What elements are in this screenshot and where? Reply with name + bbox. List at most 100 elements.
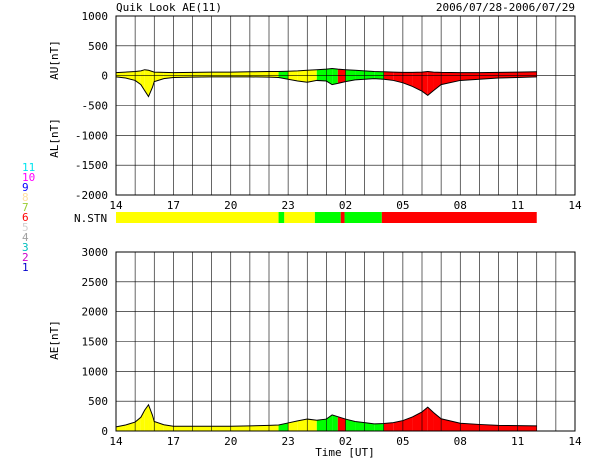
au-fill-segment (297, 70, 308, 76)
ae-fill-segment (173, 426, 193, 431)
au-fill-segment (249, 71, 269, 76)
x-tick-label: 08 (454, 435, 467, 448)
ae-fill-segment (412, 411, 422, 431)
ae-fill-segment (152, 414, 155, 431)
station-segment (116, 212, 279, 223)
ae-y-ticks: 3000 2500 2000 1500 1000 500 0 (82, 246, 109, 438)
au-al-fills (115, 68, 537, 98)
au-fill-segment (140, 69, 145, 76)
ae-trace (115, 403, 537, 428)
au-fill-segment (288, 70, 298, 76)
au-fill-segment (337, 69, 346, 76)
ae-fill-segment (460, 423, 480, 431)
x-tick-label: 14 (109, 435, 123, 448)
ae-axis-label: AE[nT] (48, 320, 61, 360)
al-fill-segment (332, 75, 338, 85)
au-fill-segment (173, 72, 193, 76)
au-fill-segment (154, 72, 164, 76)
y-tick-label: 1000 (82, 10, 109, 23)
figure-title: Quik Look AE(11) (116, 1, 222, 14)
au-fill-segment (402, 72, 413, 76)
x-tick-label: 05 (396, 199, 409, 212)
ae-fill-segment (307, 419, 317, 431)
station-label: N.STN (74, 212, 107, 225)
ae-fill-segment (326, 414, 333, 431)
ae-x-ticks: 14 17 20 23 02 05 08 11 14 (109, 435, 582, 448)
x-tick-label: 11 (511, 199, 524, 212)
ae-fill-segment (230, 425, 250, 431)
ae-fill-segment (211, 426, 231, 431)
au-fill-segment (460, 72, 480, 76)
y-tick-label: 0 (101, 425, 108, 438)
x-tick-label: 17 (167, 199, 180, 212)
ae-fill-segment (479, 424, 499, 431)
au-fill-segment (433, 72, 442, 76)
au-al-y-ticks: 1000 500 0 -500 -1000 -1500 -2000 (75, 10, 108, 202)
legend-entry: 5 (22, 221, 29, 234)
ae-fill-segment (393, 420, 403, 431)
au-trace (115, 68, 537, 74)
ae-fill-segment (316, 419, 327, 431)
al-fill-segment (135, 75, 141, 85)
al-fill-segment (148, 75, 153, 97)
y-tick-label: -1000 (75, 129, 108, 142)
al-fill-segment (337, 75, 346, 84)
station-segment (340, 212, 345, 223)
au-fill-segment (355, 70, 365, 76)
y-tick-label: -2000 (75, 189, 108, 202)
ae-fill-segment (498, 425, 518, 431)
date-range: 2006/07/28-2006/07/29 (436, 1, 575, 14)
y-tick-label: 0 (101, 70, 108, 83)
ae-fill-segment (125, 422, 136, 431)
x-tick-label: 17 (167, 435, 180, 448)
legend-entry: 9 (22, 181, 29, 194)
ae-fill-segment (144, 404, 149, 431)
station-segment (284, 212, 315, 223)
au-al-grid (115, 15, 576, 196)
au-al-panel: 1000 500 0 -500 -1000 -1500 -2000 14 17 20 23 02 05… (48, 10, 582, 212)
x-tick-label: 14 (568, 199, 582, 212)
station-segment (381, 212, 537, 223)
au-fill-segment (412, 72, 422, 76)
au-fill-segment (479, 72, 499, 76)
ae-fill-segment (364, 422, 375, 431)
ae-fill-segment (332, 414, 338, 431)
au-fill-segment (278, 71, 289, 76)
x-tick-label: 14 (109, 199, 123, 212)
ae-fill-segment (441, 418, 461, 431)
legend-entry: 8 (22, 191, 29, 204)
x-tick-label: 20 (224, 199, 237, 212)
y-tick-label: 2500 (82, 276, 109, 289)
x-tick-label: 05 (396, 435, 409, 448)
al-fill-segment (154, 75, 164, 82)
al-axis-label: AL[nT] (48, 118, 61, 158)
al-fill-segment (326, 75, 333, 85)
ae-fill-segment (135, 417, 141, 431)
legend-entry: 10 (22, 171, 36, 184)
station-segment (314, 212, 341, 223)
x-tick-label: 08 (454, 199, 467, 212)
ae-grid (115, 251, 576, 432)
au-fill-segment (163, 72, 174, 76)
al-fill-segment (433, 75, 442, 91)
legend-entry: 6 (22, 211, 29, 224)
ae-fill-segment (249, 425, 269, 431)
x-tick-label: 23 (282, 199, 295, 212)
station-status-bar: N.STN (74, 212, 537, 225)
y-tick-label: 3000 (82, 246, 109, 259)
ae-fill-segment (374, 423, 384, 431)
x-tick-label: 11 (511, 435, 524, 448)
y-tick-label: 1500 (82, 336, 109, 349)
ae-fill-segment (154, 421, 164, 431)
x-tick-label: 20 (224, 435, 237, 448)
au-fill-segment (269, 71, 279, 76)
ae-fill-segment (269, 425, 279, 431)
y-tick-label: 500 (88, 40, 108, 53)
au-fill-segment (307, 69, 317, 76)
x-tick-label: 14 (568, 435, 582, 448)
legend-entry: 2 (22, 251, 29, 264)
al-fill-segment (125, 75, 136, 81)
station-number-legend: 11 10 9 8 7 6 5 4 3 2 1 (22, 162, 36, 273)
